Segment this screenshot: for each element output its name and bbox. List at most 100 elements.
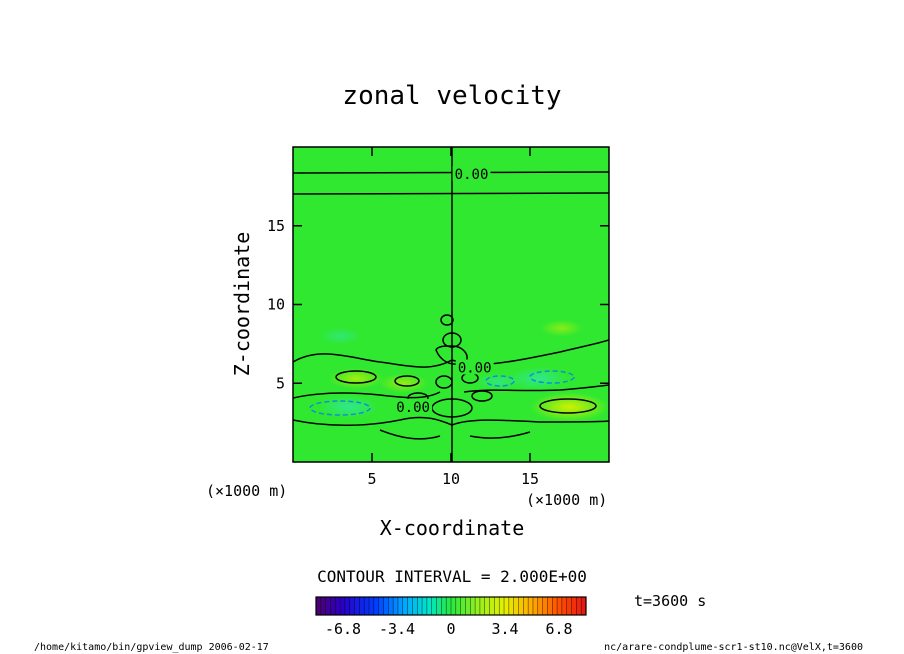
y-axis-label: Z-coordinate (230, 232, 254, 377)
colorbar-swatch (422, 597, 428, 615)
colorbar-swatch (489, 597, 495, 615)
contour-line (293, 171, 609, 174)
colorbar-swatch (441, 597, 447, 615)
contour-line (394, 375, 420, 387)
contour-label-bg (394, 398, 433, 414)
colorbar-swatch (373, 597, 379, 615)
y-units-label: (×1000 m) (206, 482, 287, 500)
colorbar-swatch (388, 597, 394, 615)
colorbar-swatch (431, 597, 437, 615)
contour-line (463, 384, 609, 393)
colorbar-swatch (393, 597, 399, 615)
colorbar (315, 596, 587, 616)
field-anomaly (530, 392, 609, 422)
colorbar-swatch (378, 597, 384, 615)
colorbar-swatch (532, 597, 539, 615)
contour-label-bg (455, 359, 494, 375)
contour-lines (293, 147, 609, 462)
contour-label: 0.00 (458, 361, 492, 377)
contour-label: 0.00 (396, 400, 430, 416)
colorbar-swatch (504, 597, 510, 615)
colorbar-frame (315, 596, 587, 616)
contour-line (469, 431, 531, 439)
colorbar-swatch (542, 597, 548, 615)
contour-line (335, 370, 377, 384)
contour-line (440, 314, 454, 326)
colorbar-swatch (475, 597, 481, 615)
colorbar-swatch (523, 597, 529, 615)
colorbar-swatch (561, 597, 568, 615)
colorbar-swatch (484, 597, 490, 615)
contour-label-bg (452, 165, 491, 181)
colorbar-swatch (508, 597, 514, 615)
colorbar-swatch (412, 597, 418, 615)
chart-title: zonal velocity (342, 81, 561, 111)
colorbar-swatch (340, 597, 346, 615)
contour-label: 0.00 (455, 167, 489, 183)
field-anomaly (540, 319, 583, 337)
y-tick-label: 15 (267, 217, 285, 235)
footer-left: /home/kitamo/bin/gpview_dump 2006-02-17 (34, 642, 269, 653)
colorbar-swatch (397, 597, 404, 615)
colorbar-tick-label: 3.4 (491, 620, 518, 638)
x-tick-label: 10 (442, 470, 460, 488)
colorbar-swatch (407, 597, 413, 615)
field-anomaly (319, 327, 362, 345)
colorbar-swatch (499, 597, 505, 615)
colorbar-swatch (547, 597, 553, 615)
x-tick-label: 5 (367, 470, 376, 488)
colorbar-swatch (369, 597, 375, 615)
colorbar-swatch (320, 597, 326, 615)
colorbar-swatch (349, 597, 355, 615)
colorbar-tick-label: -6.8 (325, 620, 361, 638)
colorbar-swatch (460, 597, 466, 615)
colorbar-swatch (470, 597, 476, 615)
y-tick-label: 5 (276, 374, 285, 392)
colorbar-swatch (518, 597, 524, 615)
colorbar-swatch (354, 597, 360, 615)
contour-line (293, 391, 441, 399)
colorbar-swatch (335, 597, 341, 615)
colorbar-swatch (446, 597, 452, 615)
colorbar-tick-label: 0 (446, 620, 455, 638)
colorbar-swatch (479, 597, 486, 615)
colorbar-swatch (344, 597, 351, 615)
colorbar-swatch (383, 597, 389, 615)
contour-line (529, 370, 575, 384)
colorbar-swatch (494, 597, 500, 615)
plot-area: 0.00 0.00 0.00 (293, 147, 609, 462)
colorbar-swatch (571, 597, 577, 615)
colorbar-swatch (325, 597, 331, 615)
colorbar-swatch (451, 597, 457, 615)
colorbar-tick-label: 6.8 (545, 620, 572, 638)
colorbar-swatch (557, 597, 563, 615)
y-tick-label: 10 (267, 296, 285, 314)
colorbar-swatch (426, 597, 433, 615)
colorbar-swatch (455, 597, 461, 615)
colorbar-swatch (465, 597, 471, 615)
colorbar-swatch (576, 597, 582, 615)
colorbar-swatch (330, 597, 336, 615)
colorbar-swatch (566, 597, 572, 615)
colorbar-swatch (552, 597, 558, 615)
x-tick-label: 15 (521, 470, 539, 488)
colorbar-swatch (359, 597, 365, 615)
colorbar-swatch (417, 597, 423, 615)
colorbar-swatch (528, 597, 534, 615)
contour-interval-label: CONTOUR INTERVAL = 2.000E+00 (317, 567, 587, 586)
x-units-label: (×1000 m) (526, 491, 607, 509)
colorbar-swatch (364, 597, 370, 615)
colorbar-swatch (402, 597, 408, 615)
colorbar-swatch (537, 597, 543, 615)
time-label: t=3600 s (634, 592, 706, 610)
footer-right: nc/arare-condplume-scr1-st10.nc@VelX,t=3… (604, 642, 863, 653)
x-axis-label: X-coordinate (380, 516, 525, 540)
contour-line (379, 429, 441, 440)
contour-line (539, 398, 597, 414)
colorbar-swatch (436, 597, 442, 615)
contour-line (471, 390, 493, 402)
colorbar-swatch (513, 597, 519, 615)
contour-line (309, 400, 371, 416)
contour-line (435, 345, 468, 365)
